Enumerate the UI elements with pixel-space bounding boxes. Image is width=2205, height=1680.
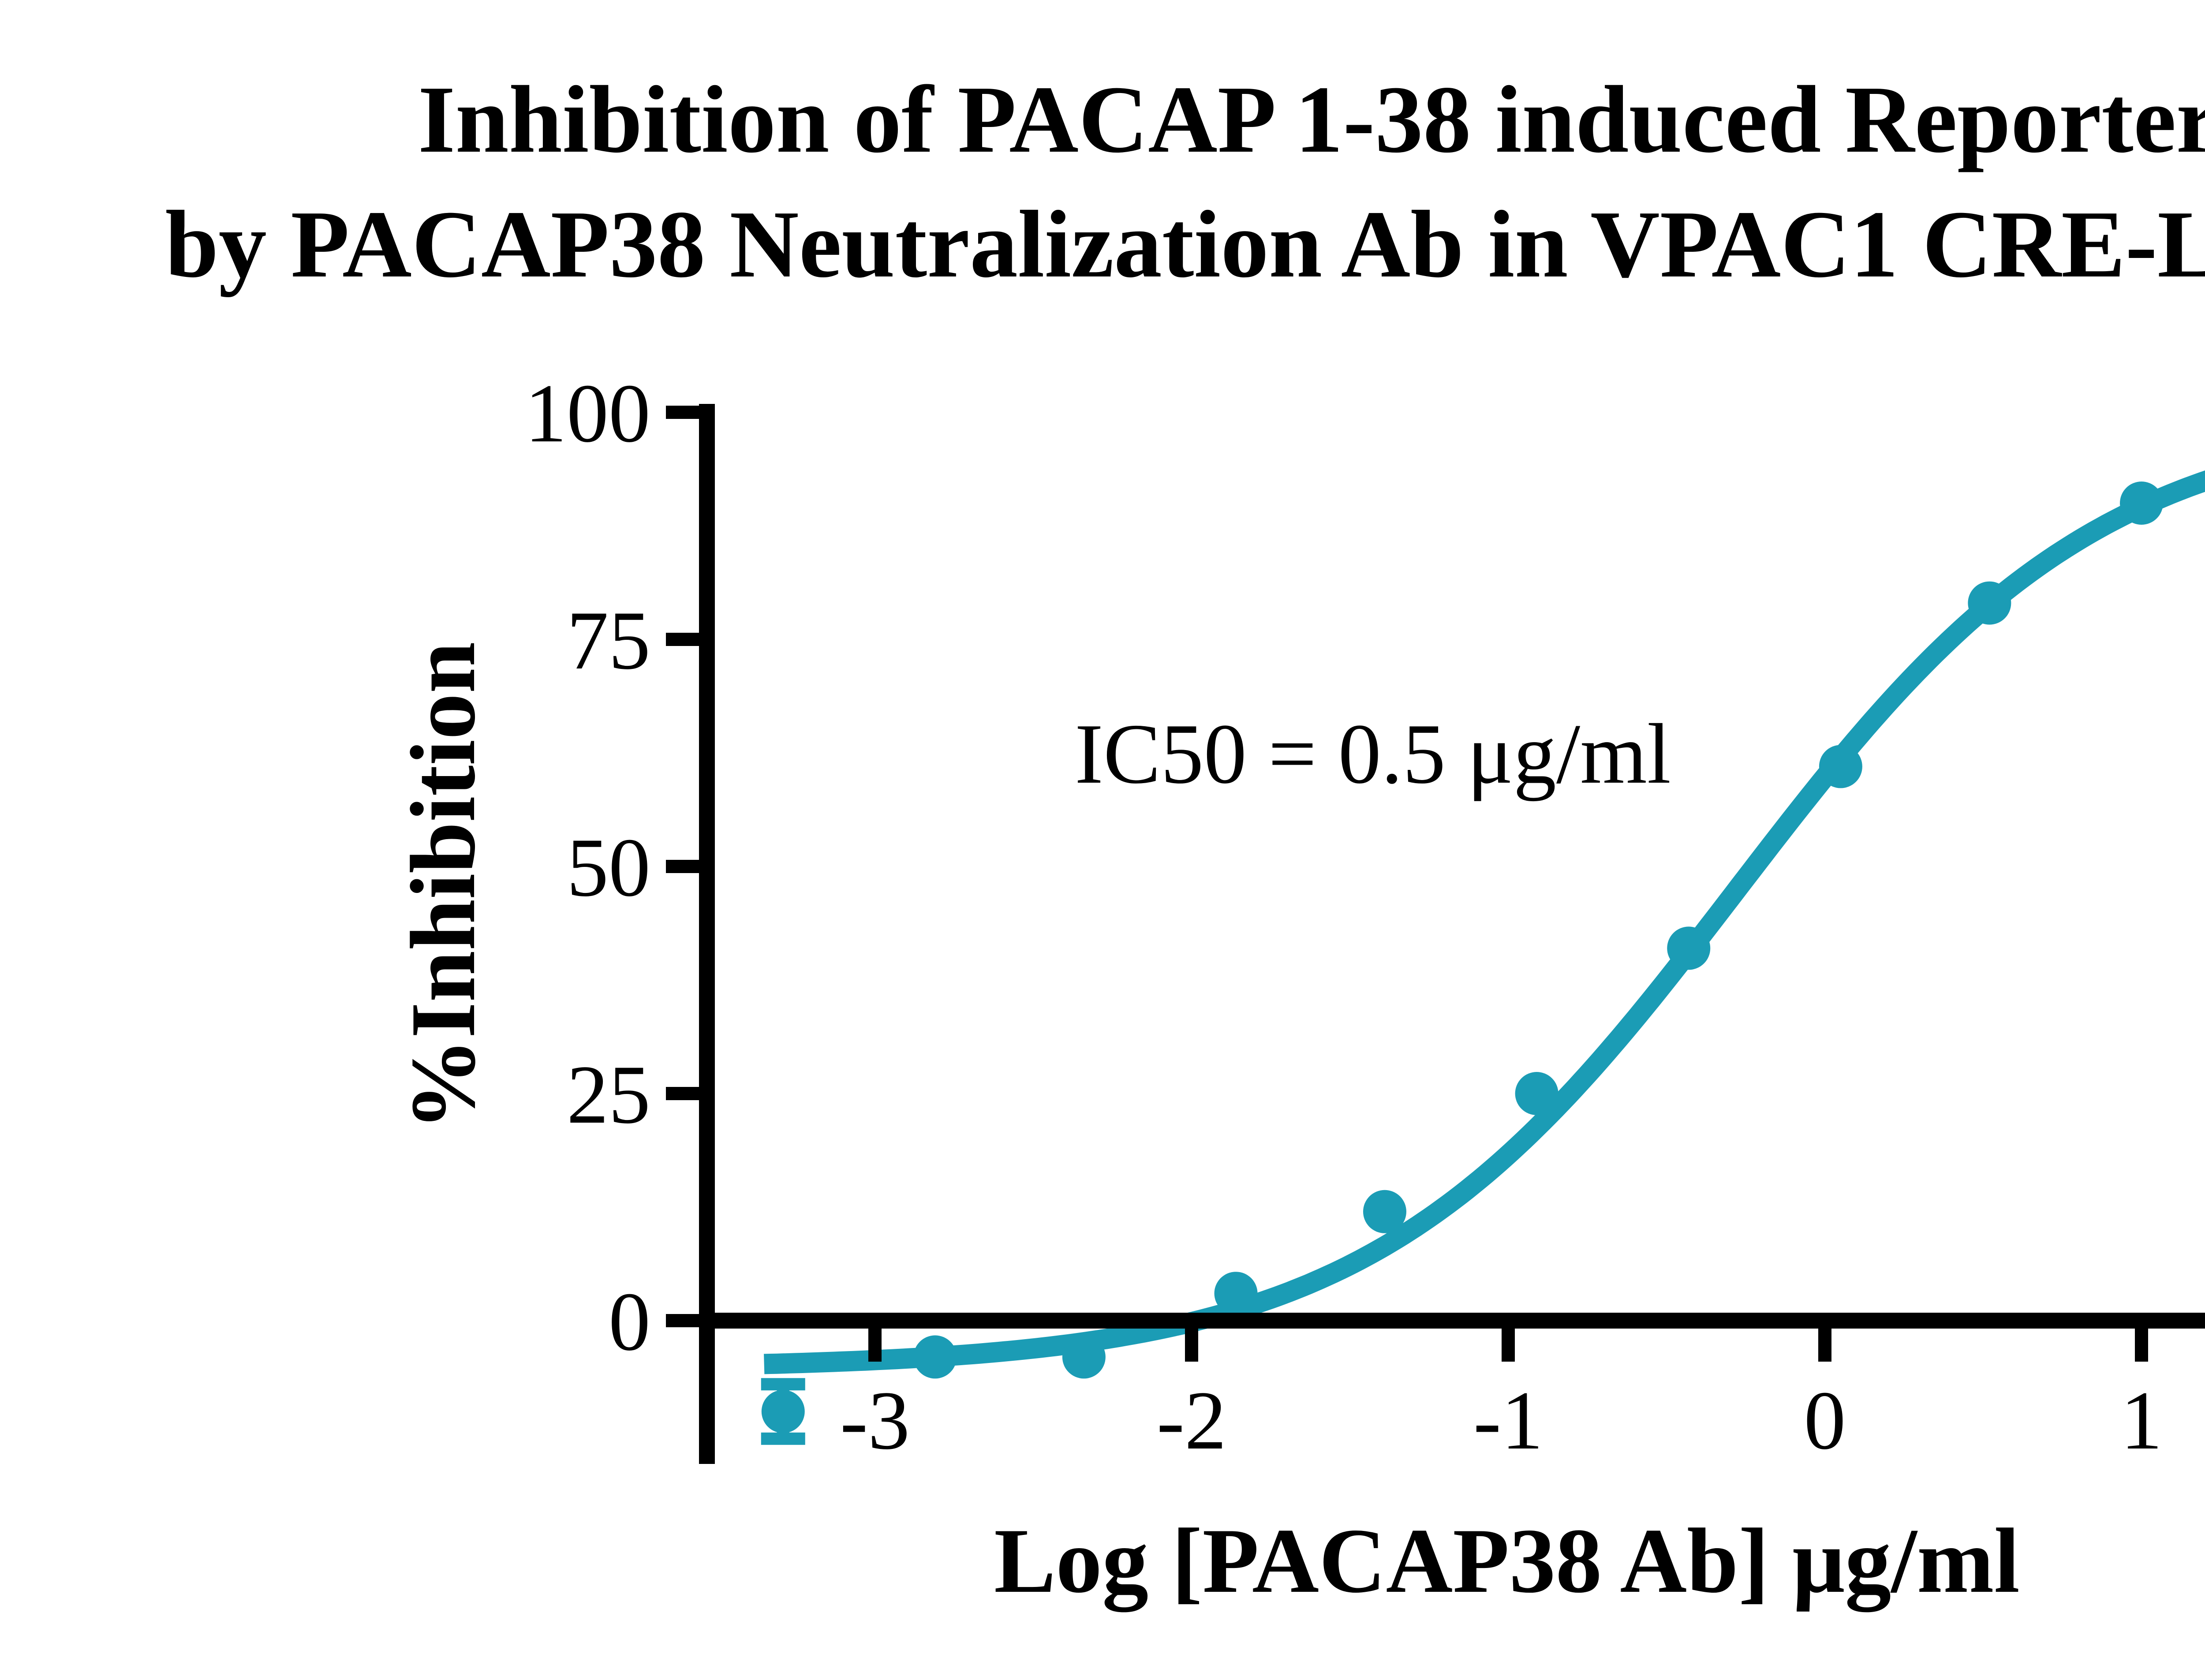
- data-point: [1968, 581, 2011, 625]
- data-point: [1515, 1072, 1558, 1115]
- chart-title-line2: by PACAP38 Neutralization Ab in VPAC1 CR…: [165, 191, 2205, 298]
- y-tick-label: 50: [567, 821, 650, 914]
- x-axis-title: Log [PACAP38 Ab] μg/ml: [994, 1510, 2020, 1612]
- x-tick-label: -1: [1473, 1374, 1543, 1467]
- data-point: [1062, 1335, 1106, 1379]
- y-tick-label: 25: [567, 1049, 650, 1141]
- chart-title-line1: Inhibition of PACAP 1-38 induced Reporte…: [418, 67, 2205, 173]
- data-point: [1363, 1190, 1406, 1233]
- y-axis-title: %Inhibition: [392, 642, 494, 1131]
- data-point: [1667, 926, 1711, 970]
- data-point: [1819, 745, 1862, 788]
- x-tick-label: 0: [1804, 1374, 1846, 1467]
- fit-curve: [760, 470, 2205, 1374]
- y-tick-label: 100: [525, 367, 650, 460]
- chart-title: Inhibition of PACAP 1-38 induced Reporte…: [0, 57, 2205, 307]
- ic50-annotation: IC50 = 0.5 μg/ml: [1075, 706, 1671, 802]
- data-point: [761, 1390, 805, 1433]
- x-tick-label: 1: [2121, 1374, 2163, 1467]
- data-point: [913, 1335, 957, 1379]
- x-tick-label: -3: [840, 1374, 910, 1467]
- y-tick-label: 0: [609, 1276, 650, 1368]
- x-tick-label: -2: [1157, 1374, 1226, 1467]
- data-point: [1214, 1272, 1258, 1315]
- data-point: [2120, 482, 2163, 525]
- y-tick-label: 75: [567, 594, 650, 687]
